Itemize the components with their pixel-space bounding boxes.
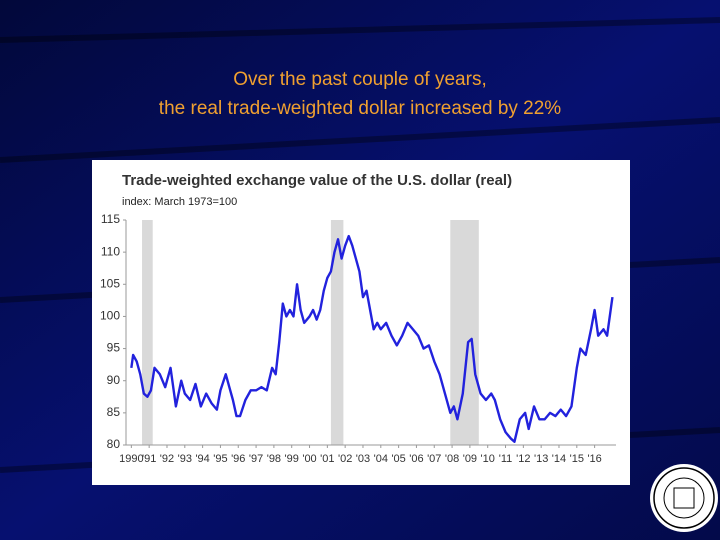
x-tick-label: '96 bbox=[231, 453, 245, 465]
y-tick-label: 80 bbox=[107, 437, 121, 451]
x-tick-label: '93 bbox=[178, 453, 192, 465]
slide-title: the real trade-weighted dollar increased… bbox=[159, 98, 562, 119]
y-tick-label: 110 bbox=[101, 244, 120, 258]
slide-title: Over the past couple of years, bbox=[233, 69, 486, 90]
y-tick-label: 105 bbox=[100, 276, 120, 290]
x-tick-label: '01 bbox=[320, 453, 334, 465]
chart-title: Trade-weighted exchange value of the U.S… bbox=[122, 172, 512, 189]
y-tick-label: 85 bbox=[107, 405, 121, 419]
x-tick-label: '11 bbox=[499, 453, 513, 465]
recession-band bbox=[142, 220, 153, 445]
x-tick-label: '08 bbox=[445, 453, 459, 465]
chart-panel bbox=[92, 160, 630, 485]
x-tick-label: '15 bbox=[570, 453, 584, 465]
series-line bbox=[130, 234, 614, 443]
x-tick-label: '13 bbox=[534, 453, 548, 465]
x-tick-label: '97 bbox=[249, 453, 263, 465]
x-tick-label: '14 bbox=[552, 453, 566, 465]
x-tick-label: 1990 bbox=[119, 453, 143, 465]
y-tick-label: 95 bbox=[107, 341, 121, 355]
y-tick-label: 90 bbox=[107, 373, 121, 387]
x-tick-label: '94 bbox=[195, 453, 209, 465]
recession-band bbox=[330, 220, 344, 445]
x-tick-label: '92 bbox=[160, 453, 174, 465]
x-tick-label: '05 bbox=[391, 453, 405, 465]
x-tick-label: '04 bbox=[374, 453, 388, 465]
x-tick-label: '03 bbox=[356, 453, 370, 465]
x-tick-label: '02 bbox=[338, 453, 352, 465]
y-tick-label: 100 bbox=[100, 309, 120, 323]
x-tick-label: '98 bbox=[267, 453, 281, 465]
x-tick-label: '09 bbox=[463, 453, 477, 465]
x-tick-label: '12 bbox=[516, 453, 530, 465]
x-tick-label: '16 bbox=[587, 453, 601, 465]
x-tick-label: '95 bbox=[213, 453, 227, 465]
x-tick-label: '07 bbox=[427, 453, 441, 465]
x-tick-label: '91 bbox=[142, 453, 156, 465]
x-tick-label: '06 bbox=[409, 453, 423, 465]
y-tick-label: 115 bbox=[101, 212, 120, 226]
x-tick-label: '10 bbox=[481, 453, 495, 465]
x-tick-label: '99 bbox=[285, 453, 299, 465]
seal bbox=[650, 464, 718, 532]
x-tick-label: '00 bbox=[302, 453, 316, 465]
chart-subtitle: index: March 1973=100 bbox=[122, 196, 237, 208]
